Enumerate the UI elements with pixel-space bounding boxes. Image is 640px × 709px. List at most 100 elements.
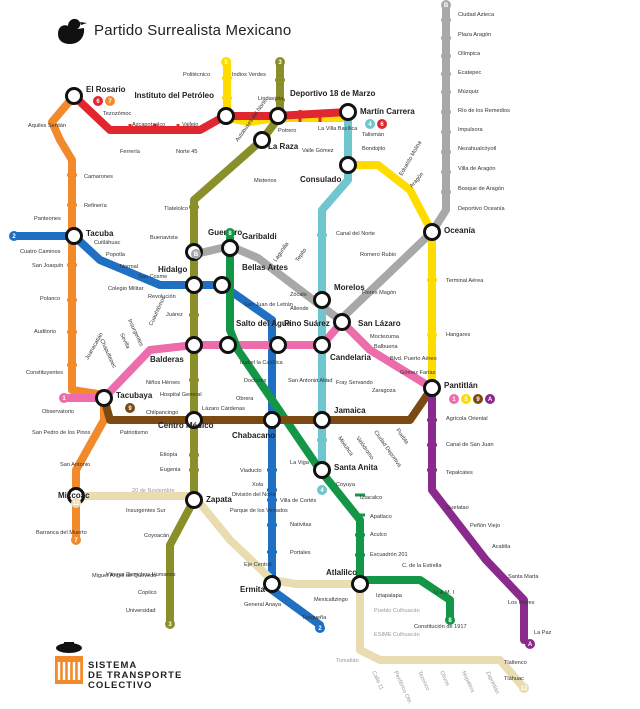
logo-line-1: SISTEMA	[88, 660, 138, 671]
station-juarez: Juárez	[166, 312, 183, 318]
line-badge-label: A	[528, 642, 533, 648]
transfer-label: Instituto del Petróleo	[134, 91, 214, 100]
station-san_antonio_abad: San Antonio Abad	[288, 378, 332, 384]
station-iztapalapa: Iztapalapa	[376, 593, 403, 599]
station-nov20: 20 de Noviembre	[132, 488, 175, 494]
station-calle11: Calle 11	[370, 670, 384, 691]
station-terminal_aerea: Terminal Aérea	[446, 278, 484, 284]
station-puebla: Puebla	[394, 428, 409, 446]
station-tezonco: Tezonco	[416, 670, 430, 691]
station-hospital_general: Hospital General	[160, 392, 202, 398]
transfer-label: La Raza	[268, 142, 299, 151]
transfer-mart-n-carrera	[339, 103, 357, 121]
transfer-jamaica	[313, 411, 331, 429]
station-guelatao: Guelatao	[446, 505, 469, 511]
station-la_viga: La Viga	[290, 460, 310, 466]
station-aquiles_serdan: Aquiles Serdán	[28, 123, 66, 129]
line-badge-label: 12	[73, 501, 80, 507]
station-indios_verdes: Indios Verdes	[232, 72, 266, 78]
transfer-label: Jamaica	[334, 406, 366, 415]
station-tepito: Tepito	[295, 247, 308, 263]
station-romero_rubio: Romero Rubio	[360, 252, 396, 258]
line-badge	[59, 393, 69, 403]
line-badge	[275, 57, 285, 67]
station-gomez_farias: Gómez Farías	[400, 370, 436, 376]
transfer-label: Oceanía	[444, 226, 476, 235]
line-badge	[93, 96, 103, 106]
metro-logo	[50, 640, 88, 691]
transfer-label: Chabacano	[232, 431, 275, 440]
station-constituyentes: Constituyentes	[26, 370, 63, 376]
station-auditorio: Auditorio	[34, 329, 56, 335]
line-badge-label: 7	[108, 99, 112, 105]
station-olimpica: Olímpica	[458, 51, 481, 57]
transfer-san-l-zaro	[333, 313, 351, 331]
line-badge	[365, 119, 375, 129]
line-1	[60, 318, 436, 402]
station-muzquiz: Múzquiz	[458, 89, 479, 95]
line-badge	[105, 96, 115, 106]
station-lazaro_cardenas: Lázaro Cárdenas	[202, 406, 245, 412]
station-azcapotzalco: Azcapotzalco	[132, 122, 165, 128]
station-viaducto: Viaducto	[240, 468, 262, 474]
line-badge	[461, 394, 471, 404]
station-blvd_puerto_aereo: Blvd. Puerto Aéreo	[390, 356, 437, 362]
station-politecnico: Politécnico	[183, 72, 210, 78]
station-fray_servando: Fray Servando	[336, 380, 373, 386]
station-talisman: Talismán	[362, 132, 384, 138]
line-badge	[225, 228, 235, 238]
transfer-chabacano	[263, 411, 281, 429]
line-badge-label: 5	[464, 397, 468, 403]
station-cuitlahuac: Cuitláhuac	[94, 240, 121, 246]
transfer-label: Candelaria	[330, 353, 371, 362]
station-san_antonio: San Antonio	[60, 462, 90, 468]
station-nativitas: Nativitas	[290, 522, 312, 528]
line-badge-label: 4	[368, 122, 372, 128]
station-zaragoza: Zaragoza	[372, 388, 397, 394]
line-badge-label: 3	[168, 622, 172, 628]
station-mexicaltzingo: Mexicaltzingo	[314, 597, 348, 603]
station-impulsora: Impulsora	[458, 127, 483, 133]
station-camarones: Camarones	[84, 174, 113, 180]
station-villa_aragon: Villa de Aragón	[458, 166, 496, 172]
transfer-tacubaya	[95, 389, 113, 407]
metro-logo-icon	[55, 642, 83, 684]
transfer-label: Pino Suárez	[284, 319, 330, 328]
station-escuadron201: Escuadrón 201	[370, 552, 408, 558]
station-tlahuac: Tláhuac	[504, 676, 524, 682]
station-division_norte: División del Norte	[232, 492, 276, 498]
station-vallejo: Vallejo	[182, 122, 198, 128]
transfer-instituto-del-petr-leo	[217, 107, 235, 125]
station-tlatelolco: Tlatelolco	[164, 206, 188, 212]
station-acatitla: Acatitla	[492, 544, 511, 550]
transfer-consulado	[339, 156, 357, 174]
transfer-label: Tacubaya	[116, 391, 153, 400]
line-badge-label: 8	[448, 618, 452, 624]
line-badge	[377, 119, 387, 129]
station-popotla: Popotla	[106, 252, 126, 258]
logo-line-3: COLECTIVO	[88, 680, 153, 691]
transfer-label: Deportivo 18 de Marzo	[290, 89, 375, 98]
transfer-ermita	[263, 575, 281, 593]
station-lagunilla: Lagunilla	[273, 241, 291, 264]
station-colegio_militar: Colegio Militar	[108, 286, 144, 292]
station-misterios: Misterios	[254, 178, 277, 184]
transfer-label: Zapata	[206, 495, 232, 504]
logo-line-2: DE TRANSPORTE	[88, 670, 183, 681]
line-badge-label: 9	[476, 397, 480, 403]
station-normal: Normal	[120, 264, 138, 270]
station-san_joaquin: San Joaquín	[32, 263, 63, 269]
station-villa_cortes: Villa de Cortés	[280, 498, 316, 504]
station-general_anaya: General Anaya	[244, 602, 282, 608]
line-badge-label: 4	[320, 488, 324, 494]
map-title: Partido Surrealista Mexicano	[94, 22, 292, 39]
line-badge	[441, 0, 451, 10]
station-san_pedro_pinos: San Pedro de los Pinos	[32, 430, 91, 436]
station-polanco: Polanco	[40, 296, 60, 302]
line-badge-label: 1	[62, 396, 66, 402]
line-12	[72, 492, 528, 692]
station-deportivo_oceania: Deportivo Oceanía	[458, 206, 506, 212]
transfer-atlalilco	[351, 575, 369, 593]
